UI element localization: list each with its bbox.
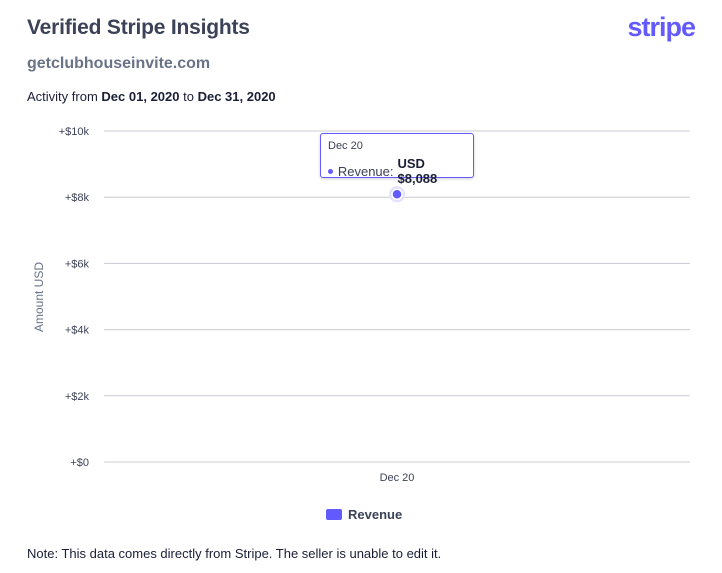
activity-range: Activity from Dec 01, 2020 to Dec 31, 20… <box>27 89 276 104</box>
x-tick-label: Dec 20 <box>380 472 415 484</box>
activity-date-to: Dec 31, 2020 <box>197 89 276 104</box>
y-tick-label: +$10k <box>59 126 90 138</box>
tooltip-series-label: Revenue: <box>337 163 394 179</box>
data-point[interactable] <box>391 188 403 201</box>
activity-joiner: to <box>183 89 194 104</box>
stripe-logo: stripe <box>627 12 696 42</box>
activity-date-from: Dec 01, 2020 <box>101 89 180 104</box>
tooltip-dot-icon <box>328 168 333 174</box>
legend-swatch <box>326 509 342 520</box>
chart-legend[interactable]: Revenue <box>326 507 402 522</box>
tooltip-date: Dec 20 <box>328 140 363 152</box>
y-tick-label: +$8k <box>65 192 90 204</box>
revenue-chart: +$0 +$2k +$4k +$6k +$8k +$10k Dec 20 Amount U… <box>32 126 690 484</box>
legend-label: Revenue <box>348 507 403 522</box>
y-tick-label: +$0 <box>70 457 89 469</box>
y-tick-label: +$2k <box>65 391 90 403</box>
x-tick-labels: Dec 20 <box>380 472 415 484</box>
y-tick-label: +$4k <box>65 325 90 337</box>
tooltip-value: USD $8,088 <box>397 156 438 186</box>
site-name: getclubhouseinvite.com <box>27 55 211 72</box>
data-points <box>389 186 405 203</box>
footer-note: Note: This data comes directly from Stri… <box>27 546 442 561</box>
y-tick-label: +$6k <box>65 258 90 270</box>
y-axis-label: Amount USD <box>32 262 46 332</box>
page-title: Verified Stripe Insights <box>27 16 250 39</box>
activity-prefix: Activity from <box>27 89 98 104</box>
y-tick-labels: +$0 +$2k +$4k +$6k +$8k +$10k <box>59 126 90 469</box>
data-tooltip: Dec 20 Revenue: USD $8,088 <box>320 133 474 186</box>
tooltip-row: Revenue: USD $8,088 <box>328 156 466 186</box>
